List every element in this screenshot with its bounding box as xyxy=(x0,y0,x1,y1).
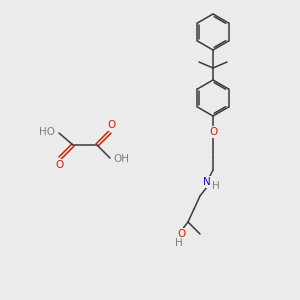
Text: O: O xyxy=(55,160,63,170)
Text: O: O xyxy=(209,127,217,137)
Text: O: O xyxy=(177,229,185,239)
Text: H: H xyxy=(175,238,183,248)
Text: O: O xyxy=(107,120,115,130)
Text: HO: HO xyxy=(39,127,55,137)
Text: H: H xyxy=(212,181,220,191)
Text: OH: OH xyxy=(113,154,129,164)
Text: N: N xyxy=(203,177,211,187)
